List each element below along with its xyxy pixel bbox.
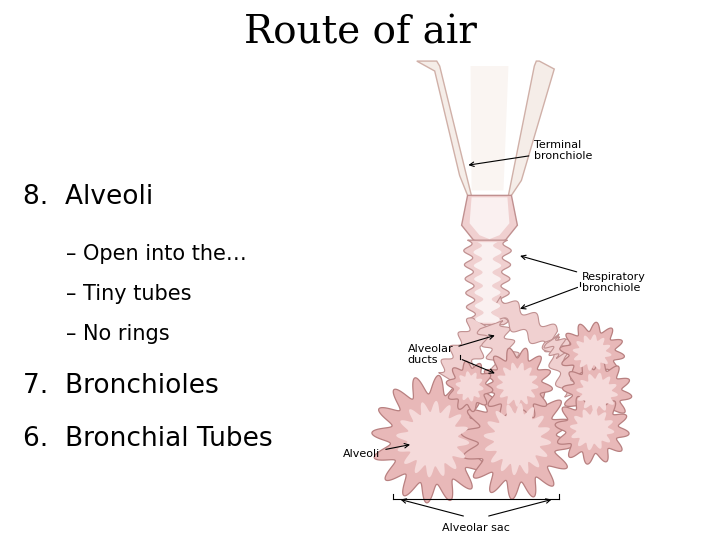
Text: Alveoli: Alveoli: [343, 443, 409, 459]
Polygon shape: [490, 296, 557, 348]
Polygon shape: [576, 373, 618, 412]
Text: – Tiny tubes: – Tiny tubes: [66, 284, 192, 304]
Polygon shape: [544, 334, 590, 380]
Text: Alveolar
ducts: Alveolar ducts: [408, 335, 494, 366]
Polygon shape: [572, 334, 611, 371]
Polygon shape: [555, 394, 629, 464]
Polygon shape: [570, 408, 614, 450]
Text: Route of air: Route of air: [243, 15, 477, 52]
Text: Respiratory
bronchiole: Respiratory bronchiole: [521, 255, 646, 293]
Polygon shape: [560, 322, 624, 383]
Polygon shape: [462, 379, 574, 499]
Polygon shape: [438, 318, 495, 386]
Polygon shape: [477, 321, 523, 379]
Text: Alveolar sac: Alveolar sac: [442, 523, 510, 532]
Text: 6.  Bronchial Tubes: 6. Bronchial Tubes: [23, 426, 273, 452]
Polygon shape: [508, 61, 554, 200]
Polygon shape: [474, 242, 502, 323]
Polygon shape: [469, 198, 510, 239]
Polygon shape: [417, 61, 472, 200]
Polygon shape: [372, 375, 493, 503]
Text: – No rings: – No rings: [66, 325, 170, 345]
Text: 7.  Bronchioles: 7. Bronchioles: [23, 373, 219, 399]
Polygon shape: [396, 401, 469, 477]
Polygon shape: [544, 336, 570, 359]
Polygon shape: [542, 337, 582, 397]
Polygon shape: [484, 403, 551, 475]
Polygon shape: [464, 240, 511, 325]
Polygon shape: [462, 195, 518, 245]
Polygon shape: [482, 348, 552, 422]
Polygon shape: [446, 361, 492, 411]
Text: – Open into the…: – Open into the…: [66, 244, 247, 264]
Text: 8.  Alveoli: 8. Alveoli: [23, 185, 153, 211]
Polygon shape: [496, 363, 539, 407]
Polygon shape: [456, 372, 484, 402]
Polygon shape: [562, 360, 631, 425]
Text: Terminal
bronchiole: Terminal bronchiole: [469, 140, 593, 166]
Polygon shape: [471, 66, 508, 191]
